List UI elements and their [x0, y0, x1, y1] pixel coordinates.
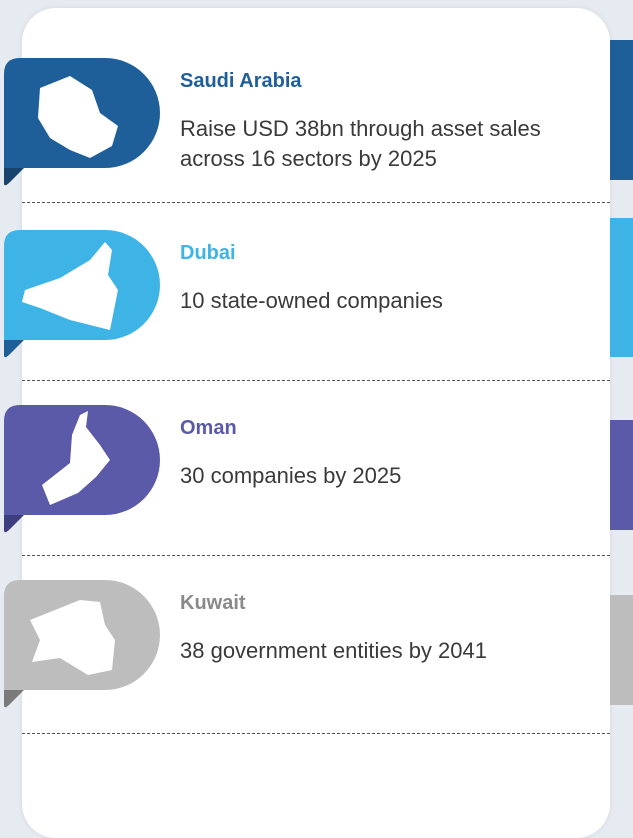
section-title: Saudi Arabia — [180, 70, 302, 92]
map-icon — [42, 411, 110, 505]
divider — [22, 733, 610, 734]
tab — [0, 405, 165, 535]
section-text: 10 state-owned companies — [180, 288, 443, 313]
tab-shape — [4, 230, 160, 358]
tab — [0, 580, 165, 710]
divider — [22, 202, 610, 203]
side-bar — [610, 40, 633, 180]
section-text: Raise USD 38bn through asset sales — [180, 116, 541, 141]
tab — [0, 230, 165, 360]
map-icon — [30, 600, 115, 675]
section-text: 38 government entities by 2041 — [180, 638, 487, 663]
tab — [0, 58, 165, 188]
divider — [22, 555, 610, 556]
page: {"sections": [ {"title": "Saudi Arabia",… — [0, 8, 633, 838]
tab-shape — [4, 58, 160, 186]
section-text: 30 companies by 2025 — [180, 463, 402, 488]
side-bar — [610, 595, 633, 705]
map-icon — [22, 242, 118, 330]
map-icon — [38, 76, 118, 158]
section-title: Kuwait — [180, 592, 246, 614]
side-bar — [610, 420, 633, 530]
divider — [22, 380, 610, 381]
section-text: across 16 sectors by 2025 — [180, 146, 437, 171]
tab-shape — [4, 580, 160, 708]
tab-shape — [4, 405, 160, 533]
section-title: Dubai — [180, 242, 236, 264]
section-title: Oman — [180, 417, 237, 439]
side-bar — [610, 218, 633, 357]
